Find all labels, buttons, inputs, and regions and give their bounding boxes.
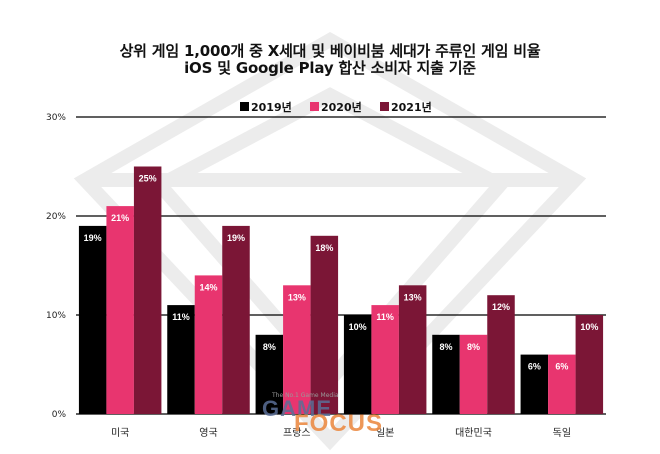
bar bbox=[194, 275, 223, 414]
data-label: 6% bbox=[555, 362, 568, 372]
bar bbox=[255, 334, 284, 414]
bar bbox=[106, 206, 134, 414]
bar bbox=[398, 285, 427, 414]
x-category-label: 프랑스 bbox=[283, 427, 311, 439]
y-tick-label: 20% bbox=[46, 212, 66, 222]
chart-title: 상위 게임 1,000개 중 X세대 및 베이비붐 세대가 주류인 게임 비율 bbox=[119, 42, 541, 60]
data-label: 8% bbox=[439, 342, 452, 352]
x-category-label: 일본 bbox=[376, 427, 394, 439]
legend-swatch bbox=[310, 102, 319, 111]
logo-tagline: The No.1 Game Media bbox=[272, 392, 339, 399]
bar bbox=[133, 166, 162, 414]
legend-swatch bbox=[380, 102, 389, 111]
data-label: 19% bbox=[84, 233, 102, 243]
data-label: 8% bbox=[263, 342, 276, 352]
logo-game: GAME bbox=[262, 396, 332, 421]
legend-swatch bbox=[240, 102, 249, 111]
bar bbox=[283, 285, 311, 414]
data-label: 11% bbox=[376, 312, 394, 322]
data-label: 10% bbox=[580, 322, 598, 332]
y-tick-label: 30% bbox=[46, 113, 66, 123]
data-label: 25% bbox=[139, 174, 157, 184]
data-label: 6% bbox=[528, 362, 541, 372]
x-category-label: 영국 bbox=[199, 427, 217, 439]
data-label: 13% bbox=[404, 292, 422, 302]
x-axis-categories: 미국 영국 프랑스 일본 대한민국 독일 bbox=[111, 427, 571, 439]
gamefocus-logo: The No.1 Game Media GAME FOCUS bbox=[262, 392, 412, 442]
bar bbox=[167, 305, 195, 414]
bar bbox=[575, 315, 604, 414]
y-tick-label: 0% bbox=[52, 410, 67, 420]
bar bbox=[487, 295, 515, 414]
bar bbox=[222, 225, 250, 414]
data-label: 8% bbox=[467, 342, 480, 352]
bar bbox=[78, 225, 107, 414]
x-category-label: 독일 bbox=[553, 427, 571, 439]
x-category-label: 미국 bbox=[111, 427, 129, 439]
bar bbox=[548, 354, 576, 414]
data-label: 14% bbox=[199, 282, 217, 292]
logo-focus: FOCUS bbox=[294, 410, 383, 437]
bar bbox=[343, 315, 372, 414]
data-label: 21% bbox=[111, 213, 129, 223]
data-label: 11% bbox=[172, 312, 190, 322]
y-tick-label: 10% bbox=[46, 311, 66, 321]
bar bbox=[310, 235, 339, 414]
bar bbox=[371, 305, 399, 414]
x-category-label: 대한민국 bbox=[455, 427, 492, 439]
legend-label: 2019년 bbox=[251, 100, 292, 114]
legend-label: 2021년 bbox=[391, 100, 432, 114]
data-label: 13% bbox=[288, 292, 306, 302]
legend-label: 2020년 bbox=[321, 100, 362, 114]
bar bbox=[459, 334, 488, 414]
data-label: 18% bbox=[315, 243, 333, 253]
chart-subtitle: iOS 및 Google Play 합산 소비자 지출 기준 bbox=[184, 59, 476, 77]
bars bbox=[78, 166, 604, 414]
gridlines bbox=[76, 116, 606, 415]
data-label: 10% bbox=[349, 322, 367, 332]
data-label: 19% bbox=[227, 233, 245, 243]
legend: 2019년 2020년 2021년 bbox=[240, 100, 432, 114]
bar bbox=[520, 354, 549, 414]
data-labels: 19% 21% 25% 11% 14% 19% 8% 13% 18% 10% 11% 13% 8% 8% 1… bbox=[84, 174, 599, 372]
data-label: 12% bbox=[492, 302, 510, 312]
y-axis-ticks: 0% 10% 20% 30% bbox=[46, 113, 66, 420]
bar bbox=[432, 334, 460, 414]
